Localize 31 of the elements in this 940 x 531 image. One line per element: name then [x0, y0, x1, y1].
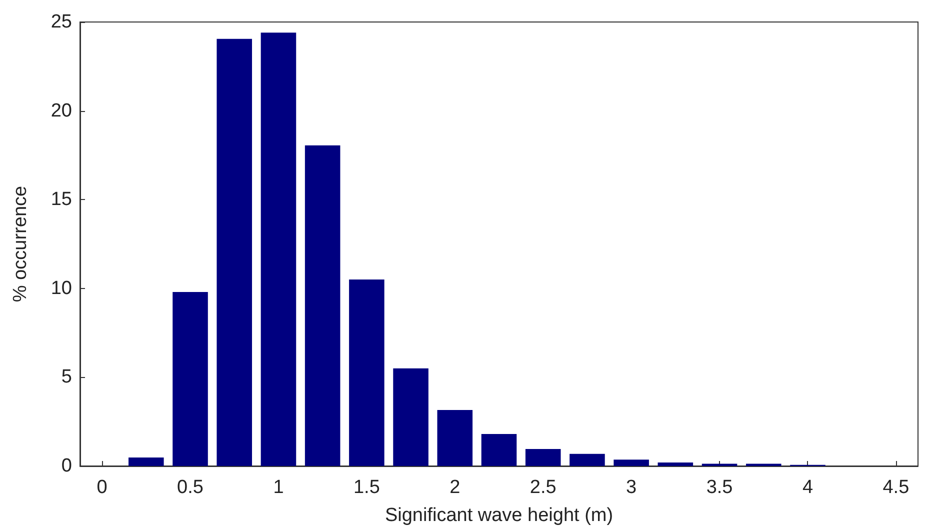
x-tick-label: 1 — [273, 477, 284, 498]
y-tick-label: 15 — [50, 189, 72, 210]
x-tick-label: 0 — [96, 477, 108, 498]
y-tick-label: 5 — [61, 366, 72, 388]
bar — [570, 454, 605, 466]
bar — [128, 457, 164, 466]
x-tick-label: 3.5 — [706, 477, 733, 498]
bar — [216, 38, 252, 466]
y-axis-title: % occurrence — [10, 186, 31, 302]
x-tick-label: 0.5 — [177, 477, 204, 498]
bar — [172, 292, 208, 466]
x-tick-label: 3 — [626, 477, 637, 498]
bar — [393, 368, 428, 466]
x-tick-label: 2.5 — [530, 477, 556, 498]
y-tick-label: 10 — [50, 278, 72, 299]
bar — [437, 410, 473, 466]
y-tick-label: 25 — [50, 12, 72, 32]
y-tick-label: 20 — [50, 100, 72, 122]
bar — [349, 280, 384, 466]
bar — [525, 448, 561, 466]
x-tick-label: 4.5 — [882, 477, 910, 498]
bar — [658, 462, 694, 466]
bar — [614, 460, 649, 466]
y-tick-label: 0 — [61, 456, 72, 476]
bar — [481, 434, 517, 466]
x-tick-label: 2 — [450, 477, 460, 498]
x-tick-label: 1.5 — [353, 477, 380, 498]
bar — [260, 32, 296, 466]
x-axis-title: Significant wave height (m) — [384, 505, 614, 526]
bar — [304, 145, 340, 466]
x-tick-label: 4 — [802, 477, 814, 498]
